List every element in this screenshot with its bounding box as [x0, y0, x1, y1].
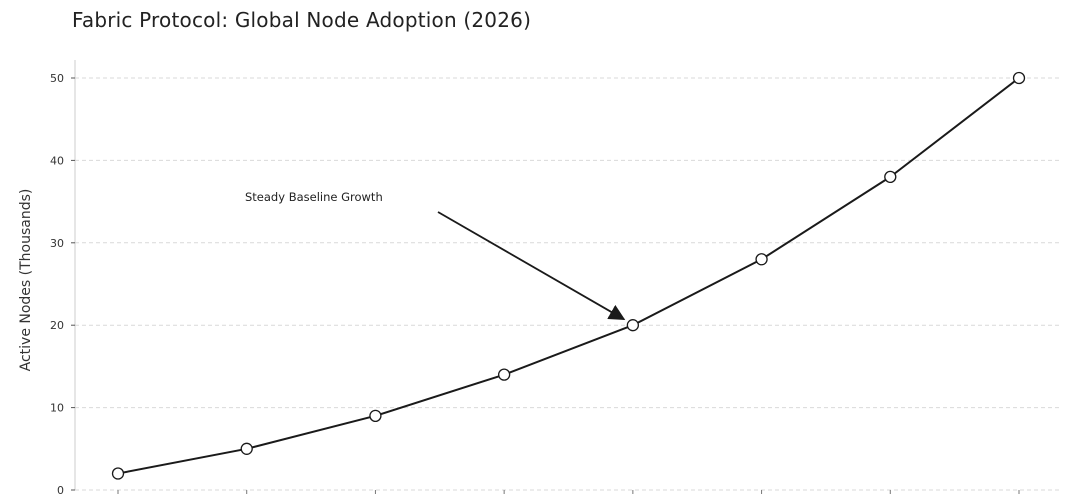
data-point: [497, 368, 511, 381]
y-tick-label: 50: [50, 72, 64, 85]
y-tick-label: 30: [50, 237, 64, 250]
annotation-layer: Steady Baseline Growth: [245, 190, 626, 321]
data-point: [1012, 71, 1026, 85]
y-axis: 0 10 20 30 40 50: [50, 60, 1020, 494]
y-tick-label: 20: [50, 319, 64, 332]
gridlines: [75, 77, 1060, 491]
chart-title: Fabric Protocol: Global Node Adoption (2…: [72, 8, 532, 32]
data-point: [884, 170, 897, 184]
data-point: [240, 442, 253, 455]
series-layer: [111, 71, 1026, 480]
annotation-label: Steady Baseline Growth: [245, 190, 383, 204]
y-tick-label: 10: [50, 402, 64, 415]
data-point: [626, 319, 640, 332]
series-line: [117, 77, 1020, 475]
data-point: [111, 467, 125, 480]
data-point: [755, 253, 768, 266]
annotation-arrow: [437, 211, 626, 321]
data-point: [369, 409, 382, 422]
y-tick-label: 0: [57, 484, 64, 494]
y-tick-label: 40: [50, 154, 64, 167]
y-axis-title: Active Nodes (Thousands): [18, 189, 34, 372]
